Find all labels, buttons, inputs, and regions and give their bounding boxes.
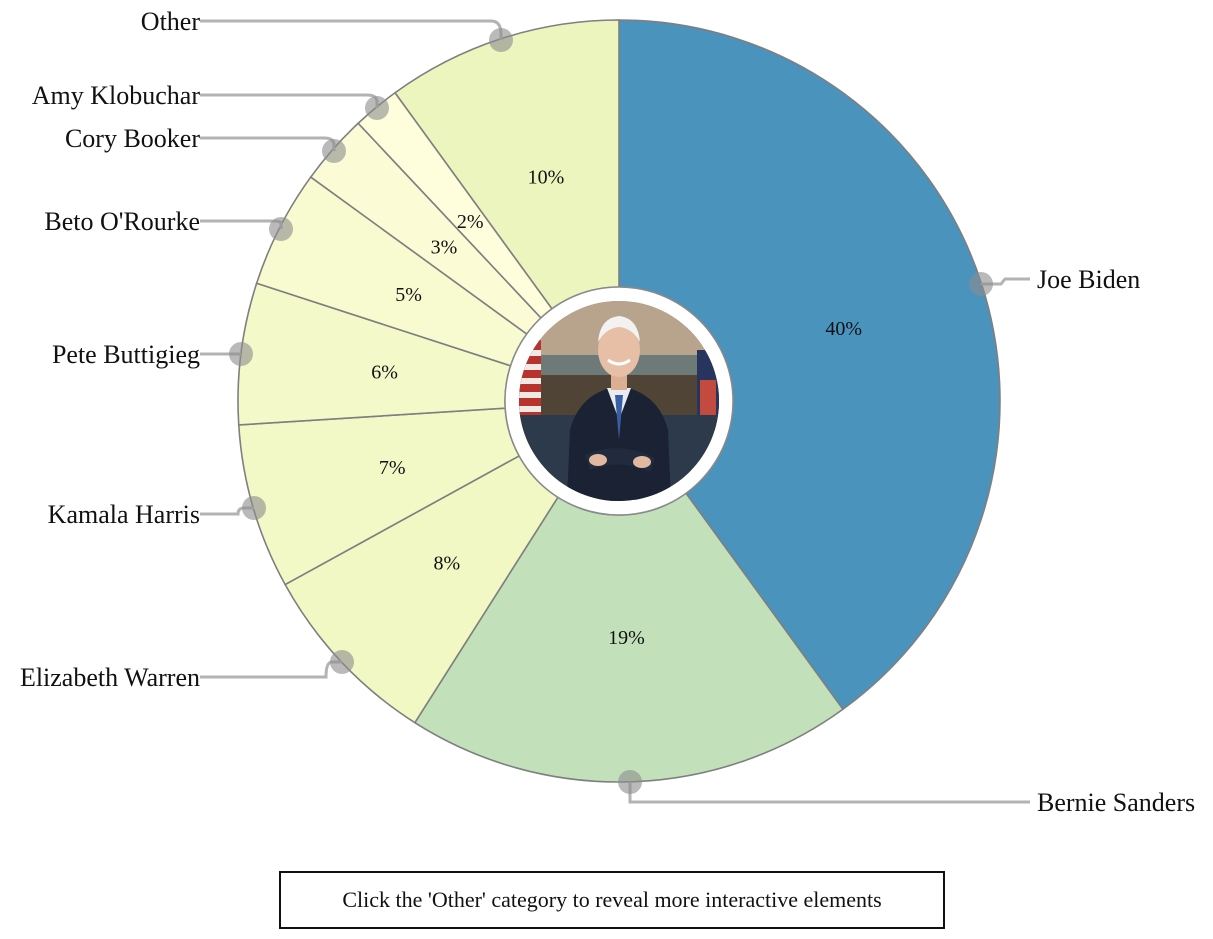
leader-lines xyxy=(200,19,1030,804)
pct-label-joe-biden: 40% xyxy=(825,318,862,340)
name-label-other: Other xyxy=(141,7,201,36)
leader-line-elizabeth-warren xyxy=(200,660,342,679)
leader-dot-beto-o-rourke xyxy=(269,217,293,241)
leader-dot-other xyxy=(489,28,513,52)
leader-line-other xyxy=(200,19,503,40)
pct-label-kamala-harris: 7% xyxy=(379,457,406,479)
leader-line-amy-klobuchar xyxy=(200,93,379,108)
name-label-pete-buttigieg: Pete Buttigieg xyxy=(52,340,200,369)
name-label-kamala-harris: Kamala Harris xyxy=(48,500,200,529)
pct-label-bernie-sanders: 19% xyxy=(608,627,645,649)
slices-layer xyxy=(237,19,1001,783)
leader-dot-elizabeth-warren xyxy=(330,650,354,674)
hint-box: Click the 'Other' category to reveal mor… xyxy=(279,871,945,929)
pct-label-beto-o-rourke: 5% xyxy=(395,284,422,306)
leader-dot-kamala-harris xyxy=(242,496,266,520)
leader-line-beto-o-rourke xyxy=(200,219,283,229)
percentage-labels: 40% 19% 8% 7% 6% 5% 3% 2% 10% xyxy=(371,166,862,649)
leader-dot-amy-klobuchar xyxy=(365,96,389,120)
leader-line-bernie-sanders xyxy=(628,782,1030,804)
candidate-labels: Joe Biden Bernie Sanders Elizabeth Warren K… xyxy=(20,7,1195,817)
pct-label-elizabeth-warren: 8% xyxy=(433,553,460,575)
name-label-bernie-sanders: Bernie Sanders xyxy=(1037,788,1195,817)
leader-line-cory-booker xyxy=(200,136,336,151)
pct-label-pete-buttigieg: 6% xyxy=(371,361,398,383)
leader-dot-cory-booker xyxy=(322,139,346,163)
leader-dot-bernie-sanders xyxy=(618,770,642,794)
name-label-amy-klobuchar: Amy Klobuchar xyxy=(32,81,201,110)
leader-dot-pete-buttigieg xyxy=(229,342,253,366)
name-label-cory-booker: Cory Booker xyxy=(65,124,200,153)
pct-label-amy-klobuchar: 2% xyxy=(457,211,484,233)
pct-label-other: 10% xyxy=(528,166,565,188)
name-label-beto-o-rourke: Beto O'Rourke xyxy=(44,207,200,236)
pct-label-cory-booker: 3% xyxy=(431,237,458,259)
name-label-joe-biden: Joe Biden xyxy=(1037,265,1140,294)
name-label-elizabeth-warren: Elizabeth Warren xyxy=(20,663,200,692)
center-portrait xyxy=(504,286,734,516)
leader-dot-joe-biden xyxy=(969,272,993,296)
donut-chart: 40% 19% 8% 7% 6% 5% 3% 2% 10% Joe Biden Bernie Sa… xyxy=(20,7,1195,817)
